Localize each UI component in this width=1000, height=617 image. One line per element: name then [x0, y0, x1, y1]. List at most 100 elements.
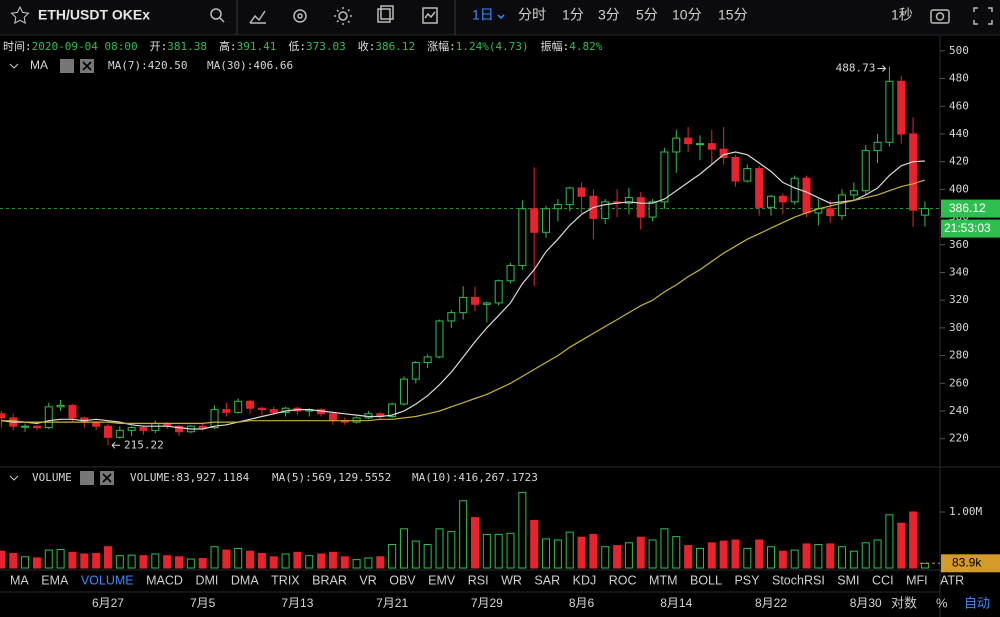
- info-value: 2020-09-04 08:00: [32, 40, 138, 53]
- indicator-tab[interactable]: BRAR: [312, 573, 347, 587]
- snapshot-icon[interactable]: [422, 7, 438, 24]
- indicator-tab[interactable]: PSY: [734, 573, 760, 587]
- indicator-tab[interactable]: ROC: [609, 573, 637, 587]
- info-value: 386.12: [375, 40, 415, 53]
- volume-bar: [553, 539, 562, 569]
- indicator-tab[interactable]: MACD: [146, 573, 183, 587]
- indicator-tab[interactable]: MTM: [649, 573, 677, 587]
- volume-bar: [151, 553, 160, 569]
- indicator-tab[interactable]: ATR: [940, 573, 964, 587]
- theme-icon[interactable]: [338, 11, 348, 21]
- interval-button[interactable]: 分时: [518, 7, 546, 23]
- candle-body: [565, 187, 574, 206]
- indicator-tab[interactable]: BOLL: [690, 573, 722, 587]
- candle-body: [127, 427, 136, 431]
- indicator-tab[interactable]: OBV: [389, 573, 416, 587]
- interval-button[interactable]: 5分: [636, 7, 658, 23]
- candle-body: [684, 137, 693, 145]
- candle-body: [755, 168, 764, 208]
- volume-settings[interactable]: [80, 471, 94, 485]
- indicator-tab[interactable]: TRIX: [271, 573, 300, 587]
- volume-bar: [755, 539, 764, 569]
- indicator-tab[interactable]: WR: [501, 573, 522, 587]
- interval-button[interactable]: 15分: [718, 7, 748, 23]
- volume-bar: [589, 533, 598, 569]
- indicator-tab[interactable]: RSI: [468, 573, 489, 587]
- volume-bar: [920, 562, 929, 569]
- info-label: 时间:: [3, 40, 32, 53]
- collapse-icon[interactable]: [9, 63, 19, 69]
- interval-button[interactable]: 1日: [472, 7, 494, 23]
- interval-button[interactable]: 10分: [672, 7, 702, 23]
- x-tick-label: 6月27: [92, 596, 124, 610]
- candle-body: [471, 296, 479, 305]
- interval-button[interactable]: 3分: [598, 7, 620, 23]
- fullscreen-icon[interactable]: [973, 7, 993, 25]
- volume-bar: [328, 551, 337, 569]
- volume-bar: [0, 550, 6, 569]
- candle-body: [56, 404, 65, 408]
- symbol[interactable]: ETH/USDT OKEx: [38, 7, 150, 23]
- indicator-tab[interactable]: CCI: [872, 573, 894, 587]
- volume-legend-item: MA(5):569,129.5552: [272, 471, 391, 484]
- close-glyph: [102, 473, 112, 483]
- candle-body: [399, 378, 408, 405]
- indicator-tab[interactable]: EMV: [428, 573, 456, 587]
- candle-body: [388, 403, 397, 418]
- indicator-icon[interactable]: [249, 10, 266, 24]
- candle-body: [885, 80, 894, 143]
- y-tick-label: 500: [949, 44, 969, 57]
- indicator-tab[interactable]: SAR: [534, 573, 560, 587]
- indicator-tab[interactable]: KDJ: [573, 573, 597, 587]
- indicator-tab[interactable]: StochRSI: [772, 573, 825, 587]
- axis-option[interactable]: %: [936, 595, 948, 610]
- refresh-rate[interactable]: 1秒: [891, 7, 913, 23]
- candle-body: [246, 400, 255, 409]
- collapse-icon[interactable]: [9, 475, 19, 481]
- volume-bar: [672, 536, 681, 569]
- camera-icon[interactable]: [930, 9, 950, 24]
- info-label: 开:: [150, 40, 168, 53]
- info-item: 收:386.12: [358, 39, 415, 53]
- min-arrow: [111, 441, 120, 449]
- volume-bar: [885, 514, 894, 569]
- volume-last-label: 83.9k: [952, 555, 982, 569]
- moving-average: [1, 151, 925, 430]
- volume-bar: [364, 557, 373, 569]
- indicator-tab[interactable]: SMI: [837, 573, 859, 587]
- candle-body: [459, 296, 468, 314]
- x-tick-label: 8月22: [755, 596, 787, 610]
- volume-bar: [435, 528, 444, 569]
- indicator-tab[interactable]: MFI: [906, 573, 928, 587]
- volume-bar: [731, 539, 740, 569]
- indicator-tab[interactable]: EMA: [41, 573, 69, 587]
- volume-bar: [317, 553, 326, 569]
- ma-settings[interactable]: [60, 59, 74, 73]
- search-icon[interactable]: [210, 8, 222, 20]
- indicator-tab[interactable]: VOLUME: [81, 573, 134, 587]
- indicator-tab[interactable]: MA: [10, 573, 29, 587]
- candle-body: [68, 404, 77, 419]
- volume-bar: [423, 543, 432, 569]
- indicator-tab[interactable]: DMA: [231, 573, 259, 587]
- settings-icon[interactable]: [293, 9, 307, 23]
- interval-button[interactable]: 1分: [562, 7, 584, 23]
- volume-bar: [21, 556, 30, 569]
- candle-body: [175, 425, 183, 433]
- candle-body: [743, 168, 752, 182]
- axis-option[interactable]: 自动: [964, 595, 990, 610]
- candle-body: [423, 356, 432, 364]
- favorite-icon[interactable]: [10, 5, 30, 25]
- layout-icon[interactable]: [377, 8, 391, 23]
- moving-average: [1, 179, 926, 424]
- indicator-tab[interactable]: VR: [359, 573, 376, 587]
- volume-bar: [411, 540, 420, 569]
- volume-bar: [778, 550, 787, 569]
- candle-body: [695, 143, 704, 146]
- candle-body: [838, 194, 847, 217]
- volume-bar: [376, 556, 385, 569]
- volume-bar: [246, 550, 255, 569]
- axis-option[interactable]: 对数: [891, 595, 917, 610]
- indicator-tab[interactable]: DMI: [195, 573, 218, 587]
- volume-legend-name: VOLUME: [32, 471, 72, 484]
